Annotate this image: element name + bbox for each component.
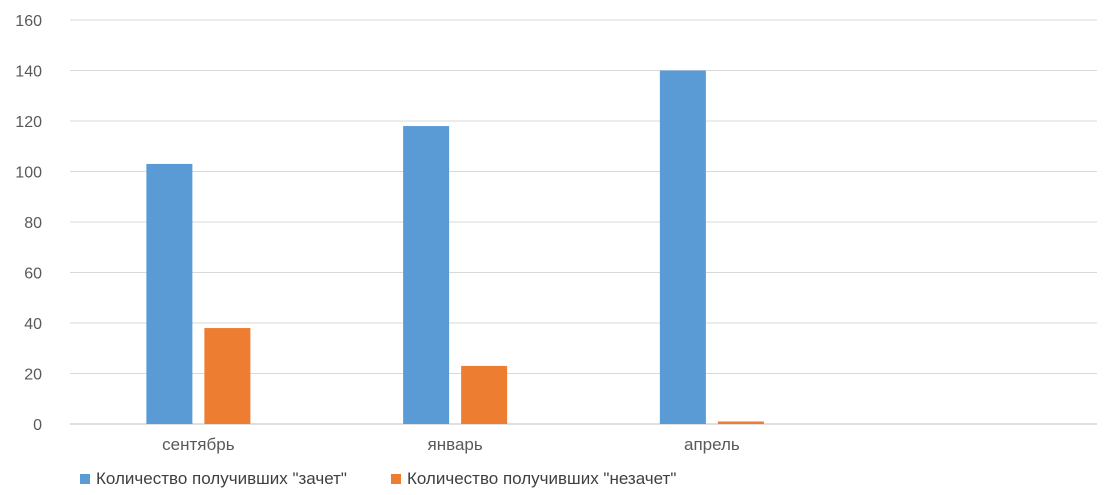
bar-pass-2 bbox=[659, 70, 706, 424]
y-tick-label: 160 bbox=[15, 13, 42, 30]
y-tick-label: 140 bbox=[15, 64, 42, 81]
y-tick-label: 80 bbox=[24, 215, 42, 232]
legend-swatch-pass bbox=[80, 474, 90, 484]
bar-pass-0 bbox=[146, 163, 193, 425]
legend-swatch-fail bbox=[390, 474, 401, 484]
y-tick-label: 40 bbox=[24, 316, 42, 333]
y-tick-label: 60 bbox=[24, 266, 42, 283]
bar-pass-1 bbox=[403, 126, 450, 425]
legend: Количество получивших "зачет" Количество… bbox=[80, 469, 720, 489]
y-tick-label: 100 bbox=[15, 165, 42, 182]
y-tick-label: 20 bbox=[24, 367, 42, 384]
legend-item-pass: Количество получивших "зачет" bbox=[80, 469, 347, 489]
x-category-label: сентябрь bbox=[162, 435, 235, 454]
bar-fail-0 bbox=[204, 328, 251, 424]
x-axis: сентябрь январь апрель bbox=[162, 435, 740, 454]
bar-fail-1 bbox=[461, 365, 508, 424]
y-tick-label: 120 bbox=[15, 114, 42, 131]
bar-chart: 0 20 40 60 80 100 120 140 160 сентябрь январь апре… bbox=[15, 13, 1097, 454]
bar-fail-2 bbox=[717, 421, 764, 424]
legend-label-fail: Количество получивших "незачет" bbox=[406, 469, 677, 488]
y-axis: 0 20 40 60 80 100 120 140 160 bbox=[15, 13, 42, 434]
legend-item-fail: Количество получивших "незачет" bbox=[390, 469, 677, 489]
legend-label-pass: Количество получивших "зачет" bbox=[96, 469, 347, 488]
x-category-label: апрель bbox=[684, 435, 740, 454]
y-tick-label: 0 bbox=[33, 417, 42, 434]
bars bbox=[146, 70, 764, 425]
x-category-label: январь bbox=[428, 435, 483, 454]
